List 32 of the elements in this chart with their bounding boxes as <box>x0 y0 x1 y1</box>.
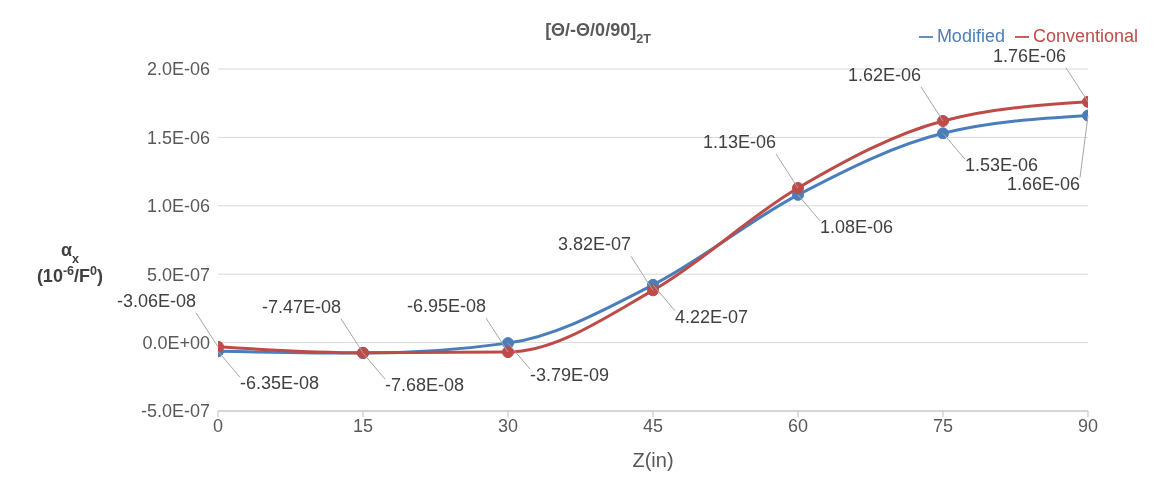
data-label: 1.53E-06 <box>965 155 1039 176</box>
x-axis-title: Z(in) <box>632 449 674 471</box>
y-tick-label: 0.0E+00 <box>142 332 210 353</box>
data-label: -7.47E-08 <box>261 296 341 317</box>
data-label: 3.82E-07 <box>557 234 631 255</box>
data-label: -3.06E-08 <box>116 290 196 311</box>
data-label: 1.08E-06 <box>820 216 894 237</box>
x-tick-label: 0 <box>212 415 224 436</box>
data-label: 1.62E-06 <box>847 64 921 85</box>
data-label: -7.68E-08 <box>385 375 465 396</box>
data-label: 1.76E-06 <box>992 45 1066 66</box>
data-label: 1.13E-06 <box>702 132 776 153</box>
y-tick-label: 2.0E-06 <box>146 59 210 80</box>
data-label: -3.79E-09 <box>530 365 610 386</box>
y-tick-label: 5.0E-07 <box>146 264 210 285</box>
y-tick-label: 1.0E-06 <box>146 196 210 217</box>
data-label: -6.35E-08 <box>240 373 320 394</box>
data-label: -6.95E-08 <box>406 296 486 317</box>
chart-title: [Θ/-Θ/0/90]$_{2T}$ <box>545 20 652 46</box>
data-label: 1.66E-06 <box>1006 173 1080 194</box>
legend-label: Conventional <box>1032 26 1138 46</box>
y-axis-title: α$_{x}$ (10$^{-6}$/F$^{0}$) <box>36 240 104 286</box>
x-tick-label: 75 <box>932 415 954 436</box>
x-tick-label: 30 <box>497 415 519 436</box>
data-label: 4.22E-07 <box>675 306 749 327</box>
legend-label: Modified <box>936 26 1005 46</box>
x-tick-label: 90 <box>1077 415 1099 436</box>
x-tick-label: 15 <box>352 415 374 436</box>
x-tick-label: 45 <box>642 415 664 436</box>
y-tick-label: 1.5E-06 <box>146 127 210 148</box>
y-tick-label: -5.0E-07 <box>140 401 210 422</box>
x-tick-label: 60 <box>787 415 809 436</box>
